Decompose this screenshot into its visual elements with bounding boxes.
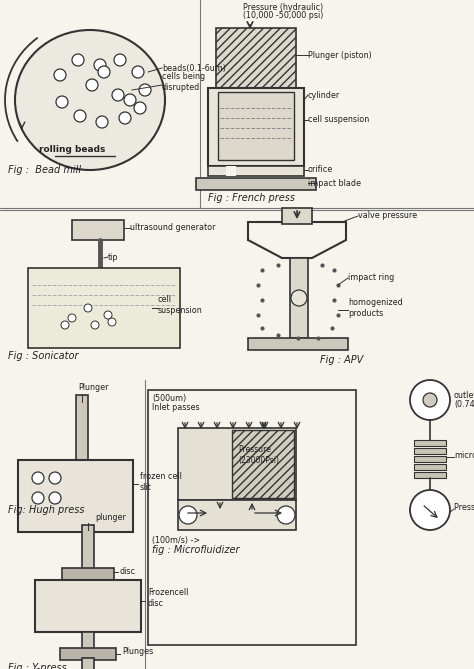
Text: Fig : APV: Fig : APV bbox=[320, 355, 363, 365]
Circle shape bbox=[114, 54, 126, 66]
Text: Fig : Sonicator: Fig : Sonicator bbox=[8, 351, 79, 361]
Bar bbox=[216, 28, 296, 88]
Circle shape bbox=[104, 311, 112, 319]
Bar bbox=[282, 208, 312, 224]
Circle shape bbox=[72, 54, 84, 66]
Text: microchannel: microchannel bbox=[454, 452, 474, 460]
Circle shape bbox=[119, 112, 131, 124]
Circle shape bbox=[49, 472, 61, 484]
Text: homogenized
products: homogenized products bbox=[348, 298, 403, 318]
Circle shape bbox=[32, 472, 44, 484]
Text: Pressure: Pressure bbox=[238, 446, 271, 454]
Text: (100m/s) ->: (100m/s) -> bbox=[152, 535, 200, 545]
Circle shape bbox=[124, 94, 136, 106]
Circle shape bbox=[56, 96, 68, 108]
Bar bbox=[178, 428, 296, 500]
Bar bbox=[196, 178, 316, 190]
Circle shape bbox=[54, 69, 66, 81]
Bar bbox=[72, 220, 124, 240]
Circle shape bbox=[68, 314, 76, 322]
Bar bbox=[414, 440, 446, 446]
Text: Plunger: Plunger bbox=[78, 383, 109, 393]
Bar bbox=[218, 92, 294, 160]
Circle shape bbox=[91, 321, 99, 329]
Circle shape bbox=[108, 318, 116, 326]
Text: impact blade: impact blade bbox=[308, 179, 361, 187]
Text: plunger: plunger bbox=[95, 514, 126, 522]
Bar bbox=[18, 460, 133, 532]
Text: impact ring: impact ring bbox=[348, 274, 394, 282]
Circle shape bbox=[32, 492, 44, 504]
Ellipse shape bbox=[15, 30, 165, 170]
Text: (23000Psi): (23000Psi) bbox=[238, 456, 279, 464]
Bar bbox=[208, 166, 304, 176]
Text: cylinder: cylinder bbox=[308, 90, 340, 100]
Text: disc: disc bbox=[120, 567, 136, 577]
Text: Fig: Hugh press: Fig: Hugh press bbox=[8, 505, 84, 515]
Circle shape bbox=[134, 102, 146, 114]
Bar bbox=[178, 500, 296, 530]
Circle shape bbox=[179, 506, 197, 524]
Circle shape bbox=[139, 84, 151, 96]
Text: tip: tip bbox=[108, 254, 118, 262]
Bar bbox=[226, 166, 236, 176]
Bar bbox=[232, 430, 294, 498]
Circle shape bbox=[86, 79, 98, 91]
Text: outlet: outlet bbox=[454, 391, 474, 399]
Bar bbox=[148, 390, 356, 645]
Text: cell suspension: cell suspension bbox=[308, 116, 369, 124]
Bar bbox=[28, 268, 180, 348]
Bar bbox=[414, 472, 446, 478]
Bar bbox=[76, 395, 88, 470]
Bar bbox=[290, 258, 308, 338]
Text: valve pressure: valve pressure bbox=[358, 211, 417, 219]
Text: ultrasound generator: ultrasound generator bbox=[130, 223, 216, 233]
Circle shape bbox=[410, 490, 450, 530]
Bar bbox=[35, 580, 141, 632]
Text: Pressure gauge: Pressure gauge bbox=[454, 504, 474, 512]
Text: Fig : Y-press: Fig : Y-press bbox=[8, 663, 67, 669]
Text: (10,000 -50,000 psi): (10,000 -50,000 psi) bbox=[243, 11, 323, 21]
Text: rolling beads: rolling beads bbox=[39, 145, 105, 155]
Circle shape bbox=[277, 506, 295, 524]
Text: Inlet passes: Inlet passes bbox=[152, 403, 200, 411]
Text: fig : Microfluidizer: fig : Microfluidizer bbox=[152, 545, 239, 555]
Text: Fig : French press: Fig : French press bbox=[208, 193, 295, 203]
Text: cells being
disrupted: cells being disrupted bbox=[162, 72, 205, 92]
Bar bbox=[82, 632, 94, 650]
Circle shape bbox=[96, 116, 108, 128]
Circle shape bbox=[98, 66, 110, 78]
Text: (0.74um): (0.74um) bbox=[454, 399, 474, 409]
Circle shape bbox=[423, 393, 437, 407]
Circle shape bbox=[74, 110, 86, 122]
Text: Fig :  Bead mill: Fig : Bead mill bbox=[8, 165, 81, 175]
Bar bbox=[414, 456, 446, 462]
Bar bbox=[208, 88, 304, 166]
Text: orifice: orifice bbox=[308, 165, 333, 175]
Text: (500um): (500um) bbox=[152, 393, 186, 403]
Text: Plunges: Plunges bbox=[122, 648, 153, 656]
Circle shape bbox=[291, 290, 307, 306]
Text: cell
suspension: cell suspension bbox=[158, 295, 203, 314]
Text: frozen cell
slit: frozen cell slit bbox=[140, 472, 182, 492]
Bar bbox=[62, 568, 114, 580]
Text: Frozencell
disc: Frozencell disc bbox=[148, 588, 188, 607]
Circle shape bbox=[49, 492, 61, 504]
Circle shape bbox=[94, 59, 106, 71]
Circle shape bbox=[410, 380, 450, 420]
Text: Plunger (piston): Plunger (piston) bbox=[308, 50, 372, 60]
Bar bbox=[82, 525, 94, 570]
Bar bbox=[60, 648, 116, 660]
Bar bbox=[414, 448, 446, 454]
Circle shape bbox=[61, 321, 69, 329]
Circle shape bbox=[112, 89, 124, 101]
Bar bbox=[248, 338, 348, 350]
Bar bbox=[414, 464, 446, 470]
Text: Pressure (hydraulic): Pressure (hydraulic) bbox=[243, 3, 323, 13]
Bar bbox=[82, 658, 94, 669]
Circle shape bbox=[84, 304, 92, 312]
Text: beads(0.1-6um): beads(0.1-6um) bbox=[162, 64, 226, 72]
Circle shape bbox=[132, 66, 144, 78]
